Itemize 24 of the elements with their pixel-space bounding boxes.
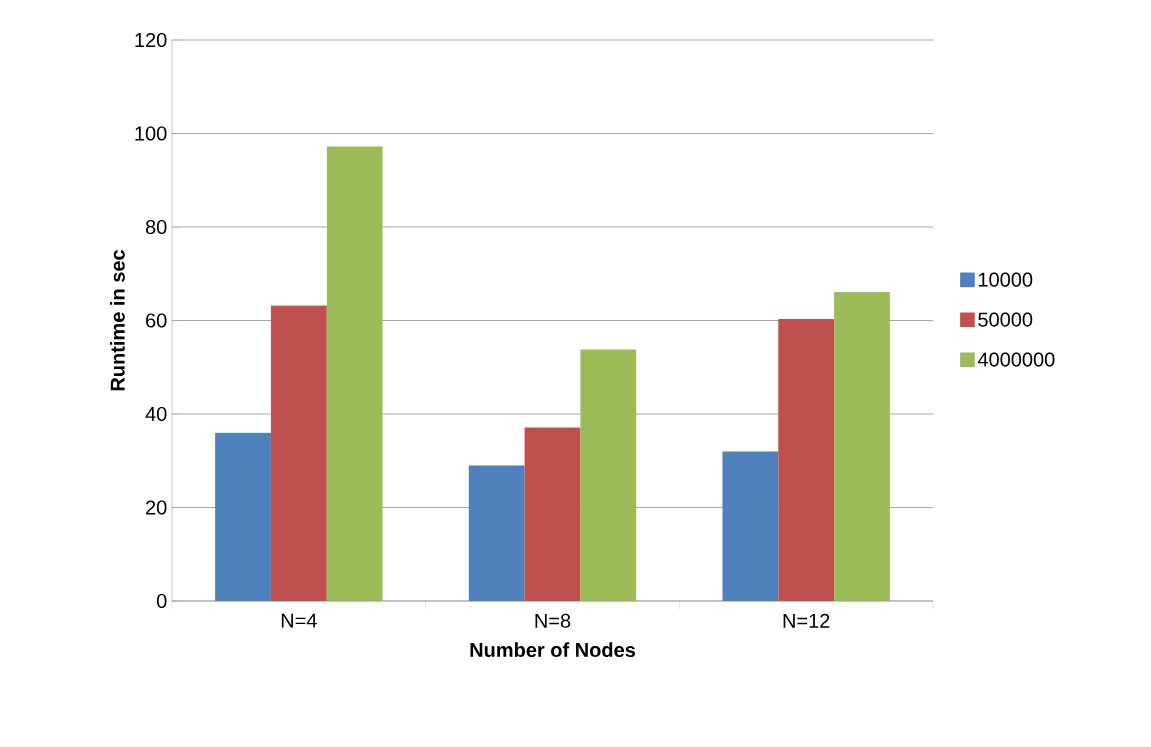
y-tick-label: 0 xyxy=(156,593,167,609)
x-tick-label: N=4 xyxy=(281,613,317,628)
legend-label: 4000000 xyxy=(977,352,1055,367)
y-tick-label: 20 xyxy=(146,500,167,515)
y-axis-title: Runtime in sec xyxy=(110,249,125,391)
y-tick-label: 100 xyxy=(135,126,167,141)
bar xyxy=(326,146,383,601)
bar xyxy=(722,451,779,601)
bar xyxy=(524,427,581,601)
x-tick-label: N=12 xyxy=(783,613,830,628)
y-tick-label: 120 xyxy=(135,32,167,48)
x-axis-title: Number of Nodes xyxy=(470,642,635,658)
bar xyxy=(580,349,637,601)
y-tick-label: 80 xyxy=(145,219,167,235)
bar xyxy=(468,465,525,601)
bar xyxy=(778,319,835,601)
y-tick-label: 40 xyxy=(145,406,167,422)
bar xyxy=(834,291,890,601)
bar xyxy=(270,305,327,601)
legend-label: 50000 xyxy=(978,312,1033,327)
legend-label: 10000 xyxy=(978,272,1033,287)
bar xyxy=(215,432,271,601)
y-tick-label: 60 xyxy=(146,313,167,328)
x-tick-label: N=8 xyxy=(535,613,571,628)
